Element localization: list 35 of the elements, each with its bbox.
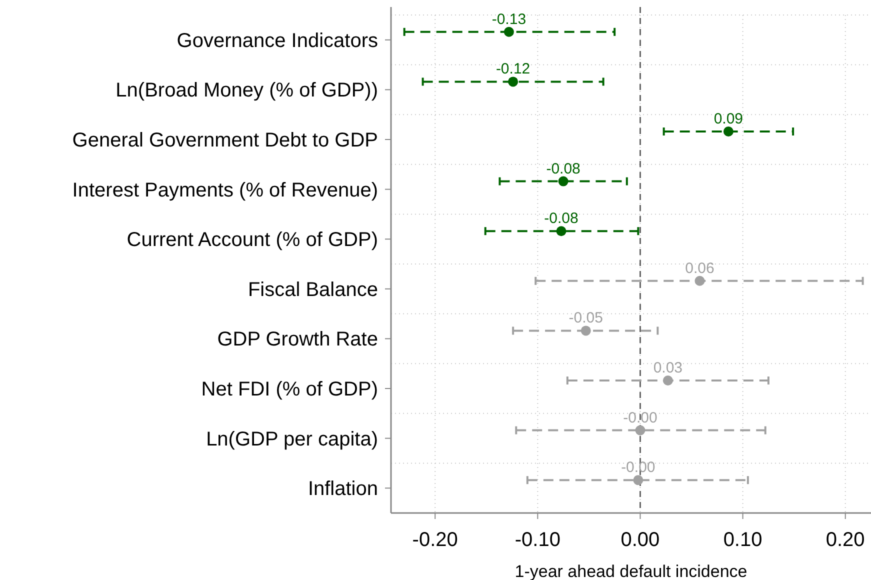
- y-tick-label: Governance Indicators: [176, 30, 378, 52]
- data-label: -0.08: [544, 210, 578, 228]
- data-label: -0.00: [623, 409, 658, 426]
- data-label: 0.03: [653, 360, 683, 376]
- point: [662, 376, 673, 386]
- data-label: -0.12: [496, 60, 530, 78]
- point: [558, 176, 568, 186]
- y-tick-label: Ln(Broad Money (% of GDP)): [116, 80, 378, 102]
- y-tick-label: Interest Payments (% of Revenue): [72, 179, 378, 202]
- x-tick-label: 0.00: [620, 529, 660, 551]
- x-tick-label: -0.10: [514, 529, 560, 551]
- y-tick-label: Net FDI (% of GDP): [201, 378, 378, 400]
- x-tick-label: 0.10: [723, 529, 762, 551]
- data-label: -0.08: [546, 160, 580, 178]
- y-tick-label: Inflation: [308, 478, 378, 500]
- data-label: -0.00: [621, 459, 656, 476]
- data-label: 0.06: [685, 260, 714, 277]
- point: [635, 425, 646, 436]
- data-label: -0.13: [492, 10, 526, 28]
- point: [508, 76, 518, 87]
- y-tick-label: GDP Growth Rate: [217, 328, 378, 351]
- point: [633, 475, 644, 486]
- y-tick-label: General Government Debt to GDP: [72, 130, 378, 152]
- data-label: 0.09: [714, 110, 744, 128]
- x-tick-label: -0.20: [412, 529, 458, 551]
- point: [723, 126, 734, 136]
- y-tick-label: Fiscal Balance: [248, 278, 378, 301]
- data-label: -0.05: [568, 310, 603, 327]
- x-tick-label: 0.20: [826, 529, 865, 551]
- y-tick-label: Ln(GDP per capita): [206, 428, 378, 450]
- point: [580, 326, 591, 336]
- point: [504, 26, 514, 37]
- y-tick-label: Current Account (% of GDP): [126, 229, 378, 252]
- point: [694, 276, 705, 286]
- point: [556, 226, 566, 236]
